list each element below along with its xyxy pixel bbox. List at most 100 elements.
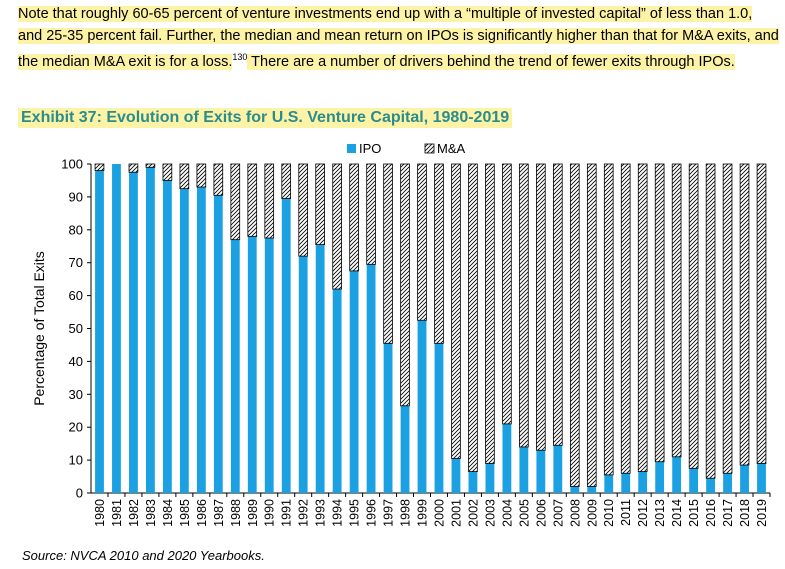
bar-ma-2007: [552, 163, 563, 446]
x-tick-label: 2012: [636, 499, 650, 527]
bar-ma-1994: [332, 163, 342, 290]
bar-ipo-1997: [383, 343, 393, 493]
bar-ipo-1986: [196, 187, 206, 493]
bar-ma-2019: [756, 163, 767, 464]
bar-ma-1988: [230, 163, 241, 241]
x-tick-label: 2011: [619, 499, 633, 526]
bar-ipo-1990: [264, 238, 274, 493]
bar-ma-2005: [519, 163, 529, 448]
y-tick-label: 0: [76, 486, 83, 501]
x-tick-label: 2006: [534, 499, 548, 527]
bar-ma-1998: [400, 163, 410, 407]
x-tick-label: 1996: [365, 499, 379, 527]
bar-ma-2009: [586, 163, 597, 487]
bar-ma-2013: [654, 163, 665, 463]
bar-ipo-1995: [349, 270, 359, 493]
bar-ma-1993: [315, 163, 325, 246]
x-tick-label: 2013: [653, 499, 667, 527]
chart-legend: IPO M&A: [347, 141, 466, 156]
x-tick-label: 2017: [721, 499, 735, 527]
bar-ipo-1999: [417, 320, 427, 493]
bar-ipo-2014: [672, 456, 682, 493]
legend-ma-swatch: [424, 143, 435, 154]
x-tick-label: 2000: [432, 499, 446, 527]
intro-paragraph: Note that roughly 60-65 percent of ventu…: [18, 4, 780, 73]
y-tick-label: 70: [69, 255, 83, 270]
x-tick-label: 2015: [687, 499, 701, 527]
bar-ipo-2006: [536, 450, 546, 493]
x-tick-label: 1983: [144, 499, 158, 527]
y-tick-label: 50: [69, 321, 83, 336]
x-tick-label: 2008: [568, 499, 582, 527]
bar-ipo-1982: [129, 172, 138, 493]
x-tick-label: 1995: [348, 499, 362, 527]
x-tick-label: 1985: [178, 499, 192, 527]
bar-ma-2008: [569, 163, 580, 487]
bar-ipo-2015: [689, 468, 699, 493]
bar-ma-1984: [162, 163, 173, 181]
y-tick-label: 60: [69, 288, 83, 303]
source-note: Source: NVCA 2010 and 2020 Yearbooks.: [22, 548, 265, 563]
bar-ipo-1998: [400, 405, 410, 493]
bar-ma-1983: [145, 163, 156, 168]
bar-ipo-2009: [587, 486, 597, 493]
bar-ipo-2012: [638, 471, 648, 493]
bar-ipo-2005: [519, 446, 529, 493]
bar-ma-1989: [247, 163, 258, 237]
bar-ma-2001: [451, 163, 461, 459]
bar-ma-1982: [128, 163, 139, 173]
bar-ipo-2011: [621, 473, 631, 493]
x-tick-label: 1991: [280, 499, 294, 527]
bar-ma-1991: [281, 163, 292, 199]
y-tick-label: 10: [69, 453, 83, 468]
bar-ipo-1993: [315, 244, 325, 493]
bar-ipo-2003: [485, 463, 495, 493]
bar-ma-2002: [468, 163, 478, 473]
bar-ipo-1991: [281, 198, 291, 494]
bar-ma-2018: [739, 163, 750, 466]
bar-ipo-2001: [451, 458, 461, 493]
bar-ma-1996: [366, 163, 376, 265]
bar-ipo-1992: [298, 256, 308, 493]
x-tick-label: 1998: [399, 499, 413, 527]
x-tick-label: 1999: [416, 499, 430, 527]
x-tick-label: 1993: [314, 499, 328, 527]
x-tick-label: 2014: [670, 499, 684, 527]
y-tick-label: 20: [69, 420, 83, 435]
bar-ma-1999: [417, 163, 427, 321]
bar-ipo-1994: [332, 289, 342, 493]
bar-ma-1995: [349, 163, 359, 272]
x-tick-label: 1986: [195, 499, 209, 527]
bar-ipo-2018: [740, 465, 749, 493]
bar-ipo-2008: [570, 486, 580, 493]
bar-ma-2010: [603, 163, 614, 476]
bar-ipo-2000: [434, 343, 444, 493]
bar-ma-2011: [620, 163, 631, 474]
bar-ma-2000: [434, 163, 444, 344]
bar-ipo-1989: [247, 236, 257, 493]
bar-ipo-2013: [655, 461, 665, 493]
legend-ma-label: M&A: [437, 141, 466, 156]
exhibit-title: Exhibit 37: Evolution of Exits for U.S. …: [18, 108, 513, 128]
bar-ipo-2019: [757, 463, 766, 493]
bar-ipo-1980: [95, 170, 104, 493]
y-tick-label: 80: [69, 222, 83, 237]
bar-ma-2017: [722, 163, 733, 474]
bar-ipo-2004: [502, 423, 512, 493]
bar-ma-2004: [502, 163, 512, 425]
x-tick-label: 2005: [517, 499, 531, 527]
bar-ipo-1983: [145, 167, 155, 494]
bar-ma-2006: [536, 163, 546, 451]
x-tick-label: 1992: [297, 499, 311, 527]
bar-ipo-1996: [366, 264, 376, 493]
x-tick-label: 1988: [229, 499, 243, 527]
y-tick-label: 100: [61, 157, 83, 172]
x-tick-label: 1982: [127, 499, 141, 527]
bar-ma-1990: [264, 163, 275, 239]
bar-ipo-2016: [706, 478, 716, 493]
x-tick-label: 2002: [466, 499, 480, 527]
x-tick-label: 1980: [93, 499, 107, 527]
x-tick-label: 1997: [382, 499, 396, 527]
x-tick-label: 1984: [161, 499, 175, 527]
